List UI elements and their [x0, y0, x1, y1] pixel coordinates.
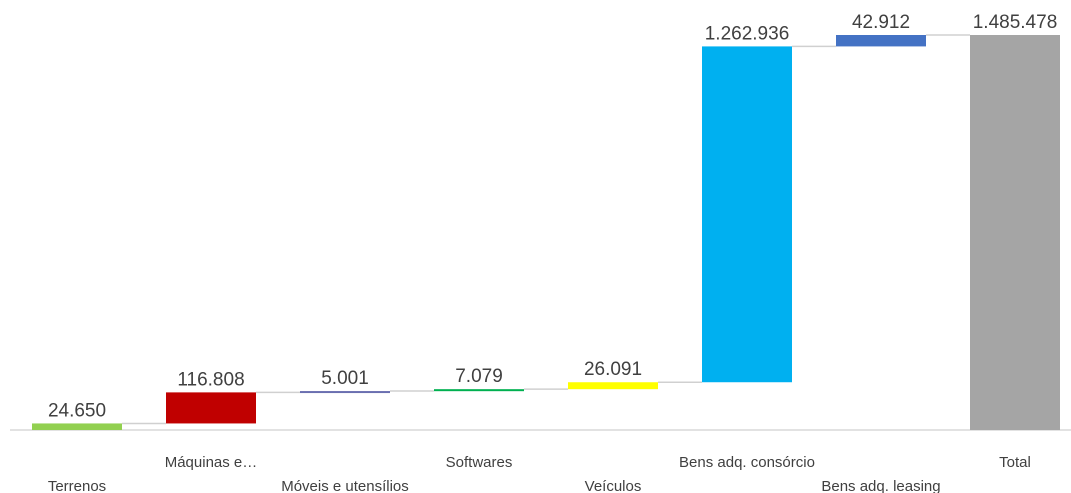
- bar: [836, 35, 926, 47]
- x-tick-label: Terrenos: [48, 478, 106, 493]
- x-tick-label: Móveis e utensílios: [281, 478, 409, 493]
- bar: [568, 382, 658, 390]
- value-label: 26.091: [584, 359, 642, 380]
- x-tick-label: Veículos: [585, 478, 642, 493]
- bar: [300, 391, 390, 394]
- value-label: 1.262.936: [705, 23, 790, 44]
- bar: [970, 35, 1060, 430]
- value-label: 24.650: [48, 400, 106, 421]
- bar: [702, 46, 792, 383]
- x-tick-label: Máquinas e…: [165, 454, 258, 471]
- value-label: 42.912: [852, 12, 910, 33]
- x-tick-label: Bens adq. consórcio: [679, 454, 815, 471]
- value-label: 116.808: [177, 369, 244, 390]
- bar: [166, 392, 256, 424]
- value-label: 1.485.478: [973, 12, 1058, 33]
- value-label: 7.079: [455, 366, 503, 387]
- x-tick-label: Total: [999, 454, 1031, 471]
- x-tick-label: Softwares: [446, 454, 513, 471]
- value-label: 5.001: [321, 368, 369, 389]
- bar: [434, 389, 524, 392]
- bar: [32, 423, 122, 430]
- x-tick-label: Bens adq. leasing: [821, 478, 940, 493]
